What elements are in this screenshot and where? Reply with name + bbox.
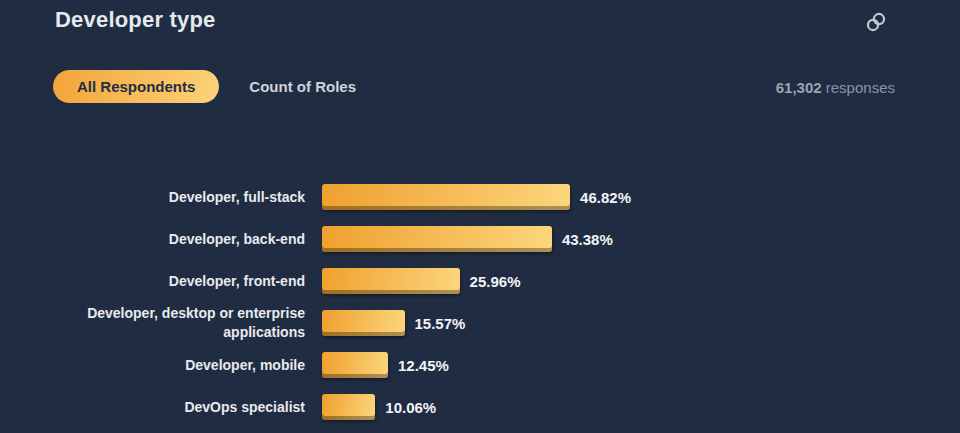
category-label: Developer, back-end [50, 230, 322, 249]
value-label: 15.57% [415, 315, 466, 332]
value-label: 10.06% [385, 399, 436, 416]
toggle-count-of-roles[interactable]: Count of Roles [249, 78, 356, 95]
responses-number: 61,302 [776, 79, 822, 96]
value-label: 25.96% [470, 273, 521, 290]
toggle-all-respondents[interactable]: All Respondents [53, 70, 219, 103]
bar [322, 310, 405, 336]
chart-row: Developer, desktop or enterprise applica… [50, 302, 910, 344]
category-label: Developer, desktop or enterprise applica… [50, 304, 322, 342]
link-icon [865, 11, 887, 33]
category-label: Developer, front-end [50, 272, 322, 291]
chart-row: Developer, back-end 43.38% [50, 218, 910, 260]
category-label: Developer, full-stack [50, 188, 322, 207]
category-label: DevOps specialist [50, 398, 322, 417]
page-title: Developer type [55, 7, 216, 33]
chart: Developer, full-stack 46.82% Developer, … [50, 176, 910, 428]
bar [322, 184, 570, 210]
bar [322, 226, 552, 252]
value-label: 12.45% [398, 357, 449, 374]
bar [322, 352, 388, 378]
category-label: Developer, mobile [50, 356, 322, 375]
respondents-toggle: All Respondents Count of Roles [53, 70, 356, 103]
bar [322, 268, 460, 294]
responses-count: 61,302 responses [776, 79, 895, 96]
developer-type-section: Developer type All Respondents Count of … [0, 0, 960, 433]
value-label: 46.82% [580, 189, 631, 206]
bar [322, 394, 375, 420]
responses-label: responses [826, 79, 895, 96]
chart-row: Developer, full-stack 46.82% [50, 176, 910, 218]
value-label: 43.38% [562, 231, 613, 248]
chart-row: Developer, front-end 25.96% [50, 260, 910, 302]
chart-row: Developer, mobile 12.45% [50, 344, 910, 386]
share-link-button[interactable] [865, 11, 887, 33]
chart-row: DevOps specialist 10.06% [50, 386, 910, 428]
